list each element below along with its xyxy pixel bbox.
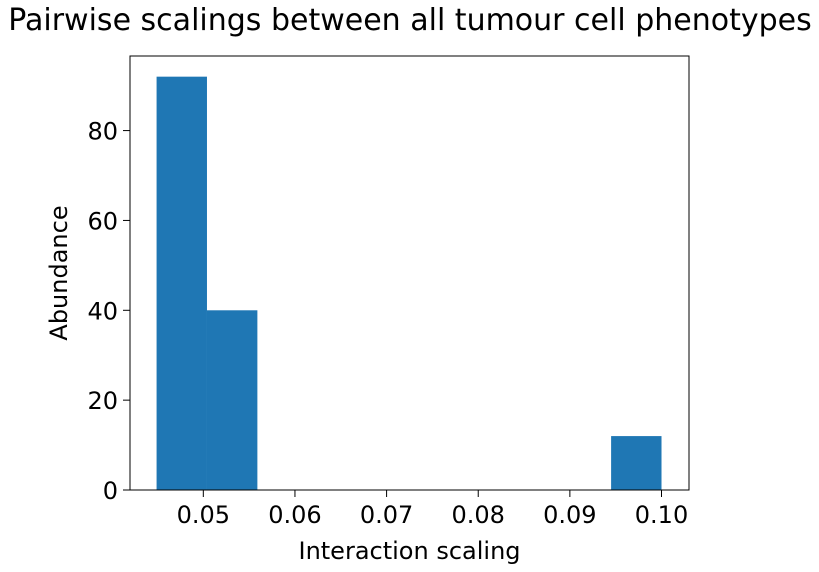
- x-tick-label: 0.06: [268, 501, 321, 529]
- histogram-bar: [156, 76, 207, 491]
- y-tick-label: 40: [87, 297, 118, 325]
- x-tick-label: 0.07: [360, 501, 413, 529]
- chart-title: Pairwise scalings between all tumour cel…: [8, 3, 811, 38]
- x-tick-label: 0.09: [543, 501, 596, 529]
- y-axis-label: Abundance: [45, 205, 73, 340]
- y-tick-label: 0: [103, 477, 118, 505]
- y-tick-label: 60: [87, 207, 118, 235]
- plot-frame: [129, 55, 690, 491]
- x-tick-label: 0.08: [452, 501, 505, 529]
- bars-group: [156, 76, 662, 491]
- x-tick-label: 0.10: [635, 501, 688, 529]
- x-axis-label: Interaction scaling: [298, 537, 520, 565]
- histogram-bar: [611, 436, 662, 490]
- y-tick-label: 20: [87, 387, 118, 415]
- x-tick-label: 0.05: [177, 501, 230, 529]
- histogram-bar: [206, 310, 258, 490]
- x-axis-ticks: 0.05 0.06 0.07 0.08 0.09 0.10: [177, 490, 688, 529]
- y-tick-label: 80: [87, 118, 118, 146]
- y-axis-ticks: 0 20 40 60 80: [87, 118, 130, 505]
